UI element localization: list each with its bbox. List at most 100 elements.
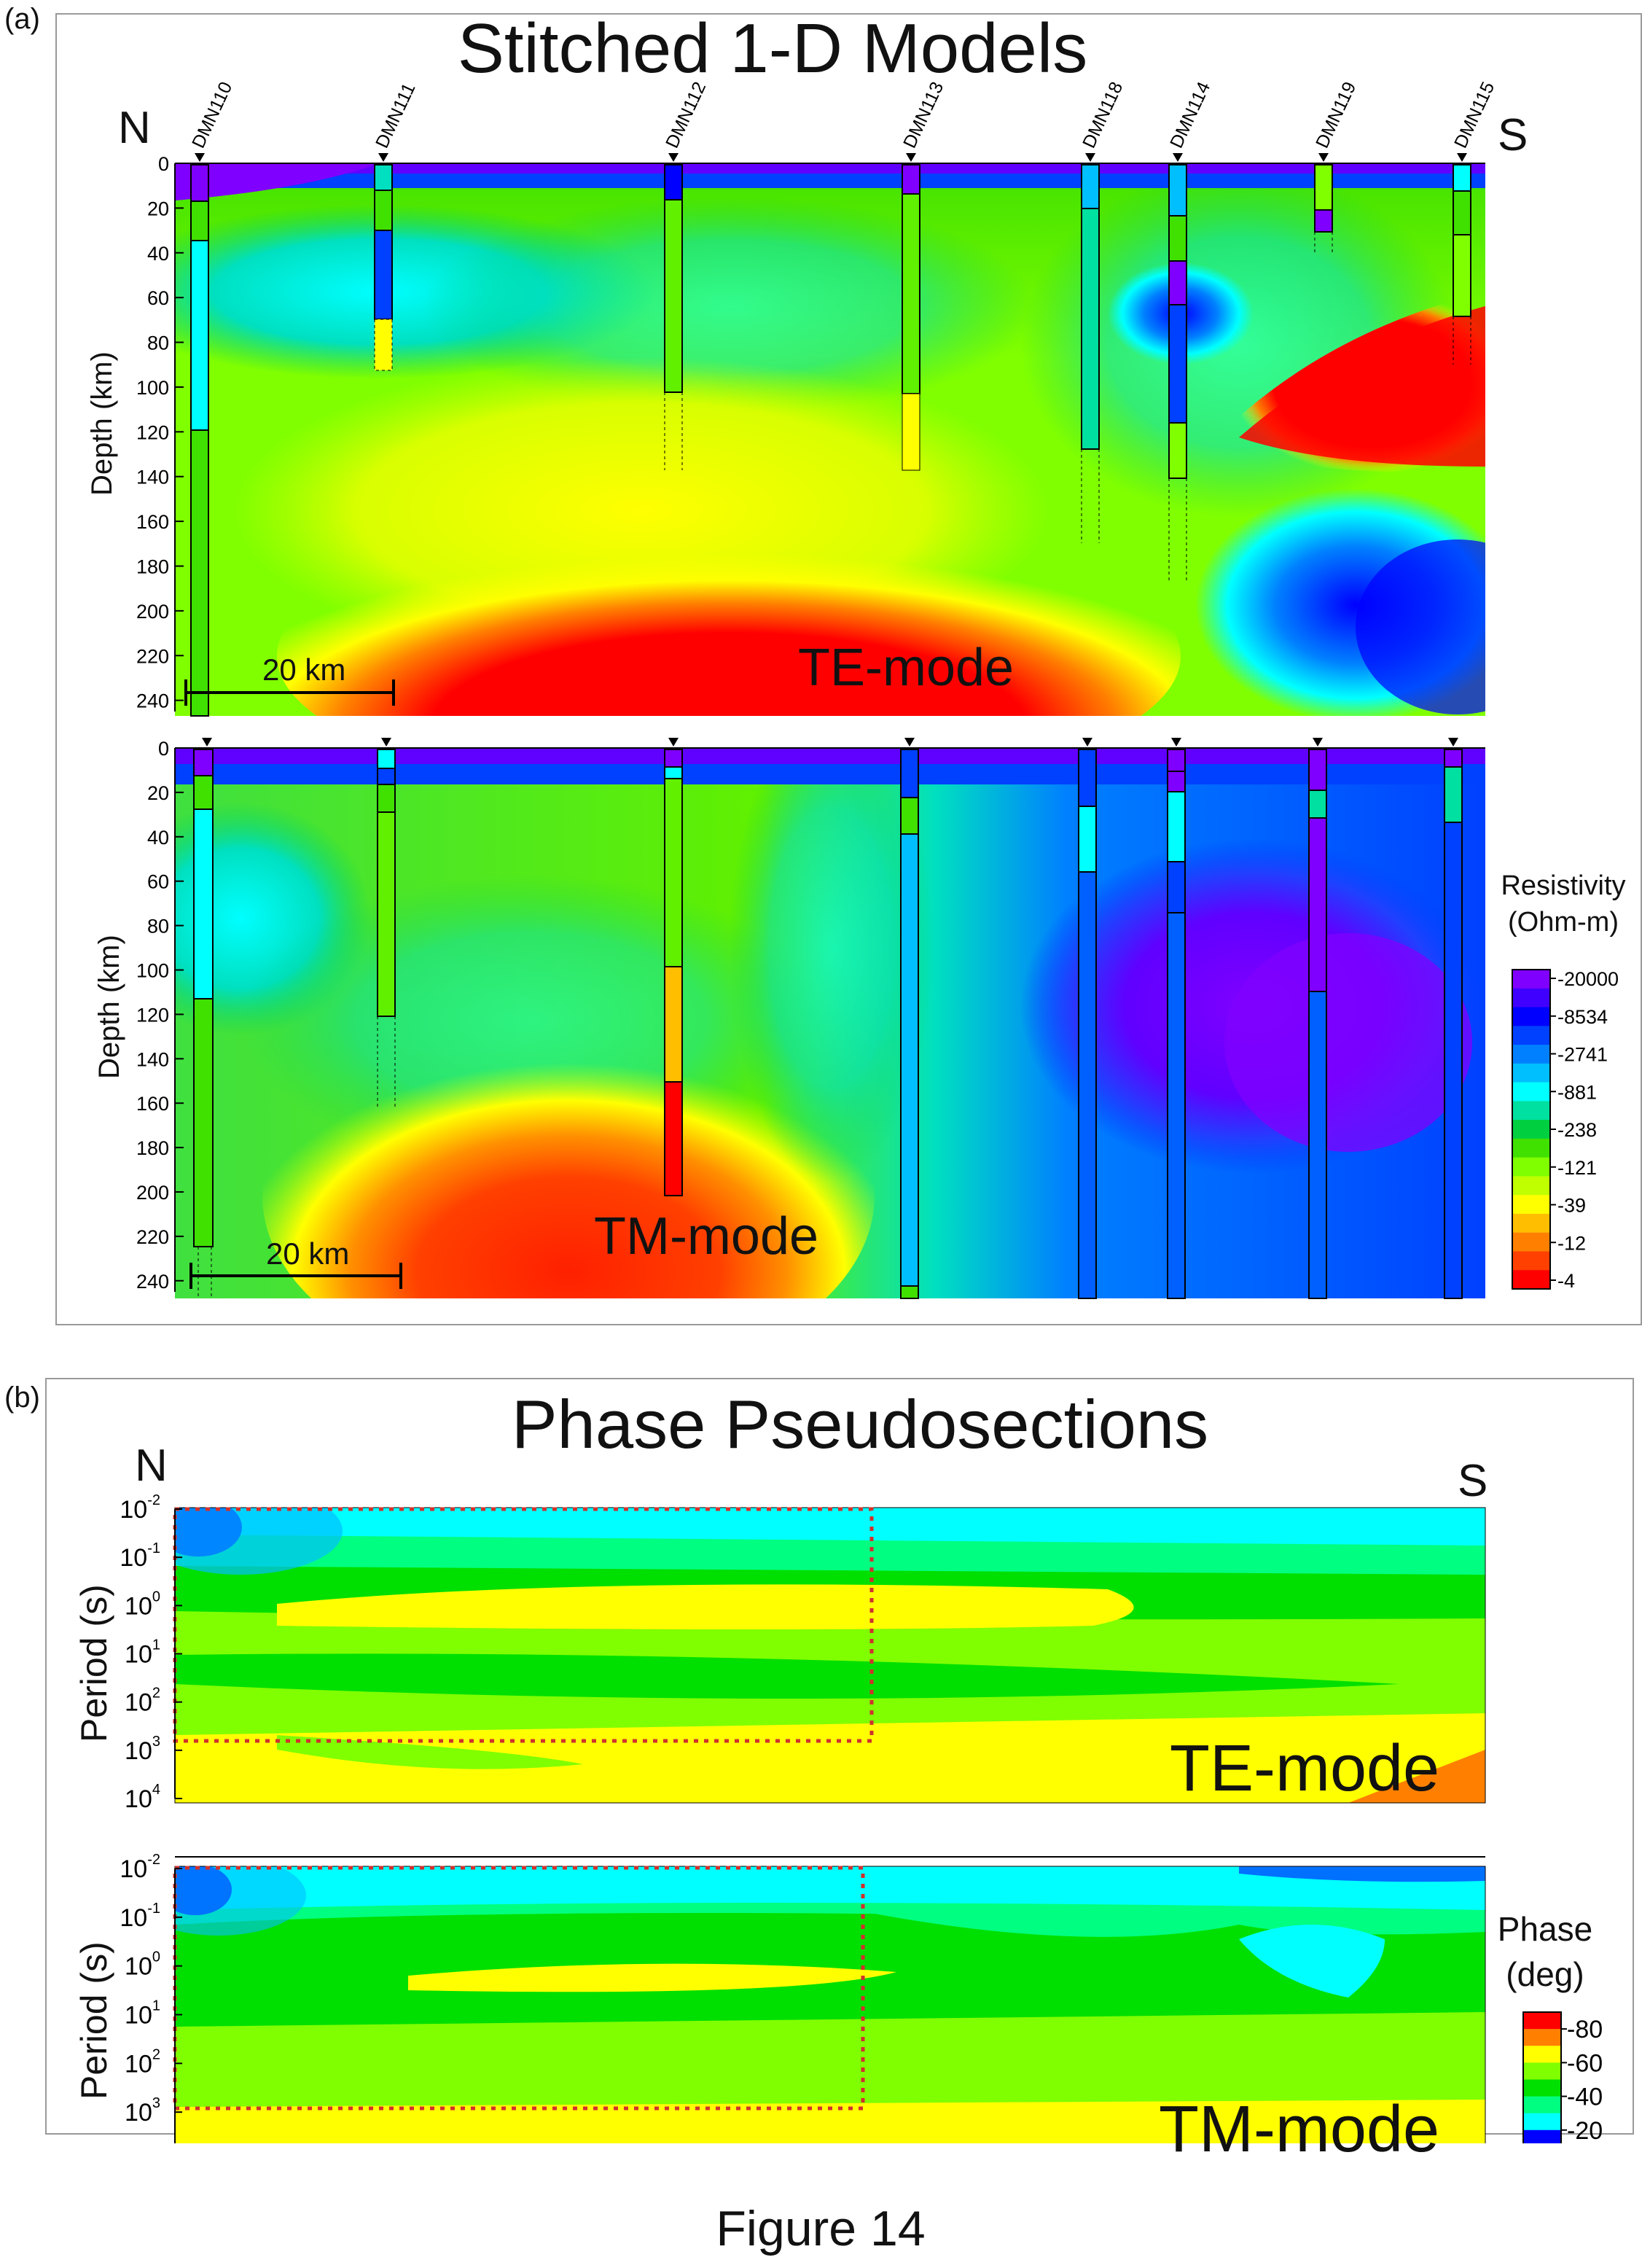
- te-ylabel: Depth (km): [86, 351, 118, 496]
- tm-depth-tick-label: 0: [158, 738, 169, 760]
- station-marker: [1173, 153, 1183, 162]
- station-name-dmn113: DMN113: [899, 79, 947, 152]
- res-colorbar-swatch: [1512, 1082, 1550, 1102]
- tm-depth-tick-label: 100: [136, 959, 169, 981]
- te-depth-tick-label: 60: [147, 287, 169, 309]
- te-depth-tick-label: 100: [136, 377, 169, 399]
- te-mode-label: TE-mode: [798, 639, 1014, 697]
- tm-phase-section: [175, 1866, 1485, 2143]
- phase-colorbar-swatch: [1523, 2046, 1561, 2063]
- res-colorbar-swatch: [1512, 1157, 1550, 1177]
- tm-depth-tick-label: 200: [136, 1182, 169, 1204]
- te-period-tick-label: 101: [125, 1637, 160, 1669]
- station-marker: [1082, 738, 1092, 747]
- tm-depth-tick-label: 220: [136, 1226, 169, 1248]
- te-depth-tick-label: 120: [136, 421, 169, 443]
- figure-caption: Figure 14: [716, 2201, 926, 2256]
- res-colorbar-swatch: [1512, 1120, 1550, 1139]
- te-period-tick-label: 102: [125, 1686, 160, 1717]
- res-colorbar-tick-label: -20000: [1557, 968, 1619, 990]
- tm-period-tick-label: 10-1: [120, 1901, 160, 1932]
- res-colorbar-swatch: [1512, 1213, 1550, 1234]
- tm-depth-tick-label: 140: [136, 1048, 169, 1070]
- station-marker: [668, 738, 679, 747]
- tm-scale-label: 20 km: [266, 1236, 350, 1271]
- station-marker: [1085, 153, 1095, 162]
- res-colorbar-tick-label: -39: [1557, 1195, 1586, 1217]
- station-marker: [906, 153, 916, 162]
- tm-depth-tick-label: 60: [147, 871, 169, 893]
- tm-period-tick-label: 102: [125, 2046, 160, 2078]
- res-colorbar-tick-label: -2741: [1557, 1044, 1608, 1066]
- te-depth-tick-label: 140: [136, 467, 169, 488]
- res-colorbar-tick-label: -12: [1557, 1232, 1586, 1254]
- station-marker: [1171, 738, 1181, 747]
- res-colorbar-swatch: [1512, 1251, 1550, 1271]
- tm-station-markers: [202, 738, 1458, 747]
- south-label-a: S: [1498, 110, 1528, 160]
- phase-colorbar-swatch: [1523, 2012, 1561, 2030]
- station-name-dmn112: DMN112: [662, 79, 710, 152]
- resistivity-colorbar-title-line2: (Ohm-m): [1508, 907, 1619, 938]
- res-colorbar-swatch: [1512, 988, 1550, 1008]
- te-station-columns: [190, 164, 1471, 717]
- north-label-a: N: [118, 103, 151, 153]
- te-scale-bar: [184, 679, 395, 706]
- phase-colorbar-swatch: [1523, 2062, 1561, 2080]
- station-name-dmn118: DMN118: [1079, 79, 1127, 152]
- phase-colorbar: -80-60-40-20-0: [1522, 2011, 1603, 2143]
- phase-colorbar-swatch: [1523, 2029, 1561, 2046]
- tm-ylabel: Depth (km): [93, 935, 125, 1079]
- te-period-axis: 10-2 10-1 100 101 102 103 104: [120, 1492, 182, 1813]
- tm-mode-label: TM-mode: [594, 1207, 819, 1266]
- panel-a-label: (a): [4, 3, 40, 35]
- te-station-names: DMN110 DMN111 DMN112 DMN113 DMN118 DMN114 DMN1…: [188, 79, 1498, 162]
- res-colorbar-tick-label: -121: [1557, 1157, 1597, 1179]
- te-period-tick-label: 10-1: [120, 1540, 160, 1572]
- res-colorbar-swatch: [1512, 1101, 1550, 1121]
- tm-period-tick-label: 100: [125, 1949, 160, 1981]
- resistivity-colorbar-title: Resistivity (Ohm-m): [1487, 868, 1640, 940]
- tm-depth-tick-label: 240: [136, 1271, 169, 1293]
- te-depth-tick-label: 200: [136, 601, 169, 623]
- station-marker: [202, 738, 212, 747]
- te-depth-tick-label: 220: [136, 645, 169, 667]
- panel-a-title: Stitched 1-D Models: [457, 9, 1088, 87]
- res-colorbar-swatch: [1512, 1176, 1550, 1196]
- te-depth-tick-label: 160: [136, 511, 169, 533]
- station-marker: [1448, 738, 1458, 747]
- res-colorbar-swatch: [1512, 970, 1550, 989]
- tm-depth-tick-label: 40: [147, 827, 169, 849]
- station-name-dmn110: DMN110: [188, 79, 236, 152]
- tm-depth-tick-label: 120: [136, 1004, 169, 1026]
- phase-colorbar-tick-label: -80: [1567, 2016, 1603, 2043]
- tm-scale-bar: [189, 1263, 402, 1289]
- te-depth-tick-label: 240: [136, 690, 169, 712]
- res-colorbar-tick-label: -4: [1557, 1270, 1575, 1292]
- tm-period-tick-label: 103: [125, 2095, 160, 2127]
- station-name-dmn115: DMN115: [1450, 79, 1498, 152]
- station-marker: [1313, 738, 1323, 747]
- res-colorbar-swatch: [1512, 1232, 1550, 1252]
- phase-colorbar-title: Phase (deg): [1487, 1906, 1603, 1997]
- panel-b-label: (b): [4, 1382, 40, 1414]
- res-colorbar-swatch: [1512, 1045, 1550, 1064]
- phase-colorbar-title-line1: Phase: [1497, 1910, 1593, 1948]
- te-depth-tick-label: 20: [147, 198, 169, 219]
- tm-depth-tick-label: 80: [147, 916, 169, 938]
- phase-colorbar-swatch: [1523, 2079, 1561, 2097]
- te-period-tick-label: 100: [125, 1589, 160, 1620]
- res-colorbar-tick-label: -881: [1557, 1081, 1597, 1103]
- te-phase-mode-label: TE-mode: [1170, 1732, 1440, 1805]
- tm-depth-axis: 0 20 40 60 80 100 120 140 160 180 200 220 240: [136, 738, 184, 1293]
- phase-colorbar-tick-label: -60: [1567, 2049, 1603, 2077]
- station-marker: [381, 738, 391, 747]
- tm-depth-tick-label: 160: [136, 1093, 169, 1115]
- phase-colorbar-swatch: [1523, 2096, 1561, 2114]
- te-period-tick-label: 10-2: [120, 1492, 160, 1524]
- phase-colorbar-tick-label: -20: [1567, 2117, 1603, 2143]
- station-marker: [195, 153, 205, 162]
